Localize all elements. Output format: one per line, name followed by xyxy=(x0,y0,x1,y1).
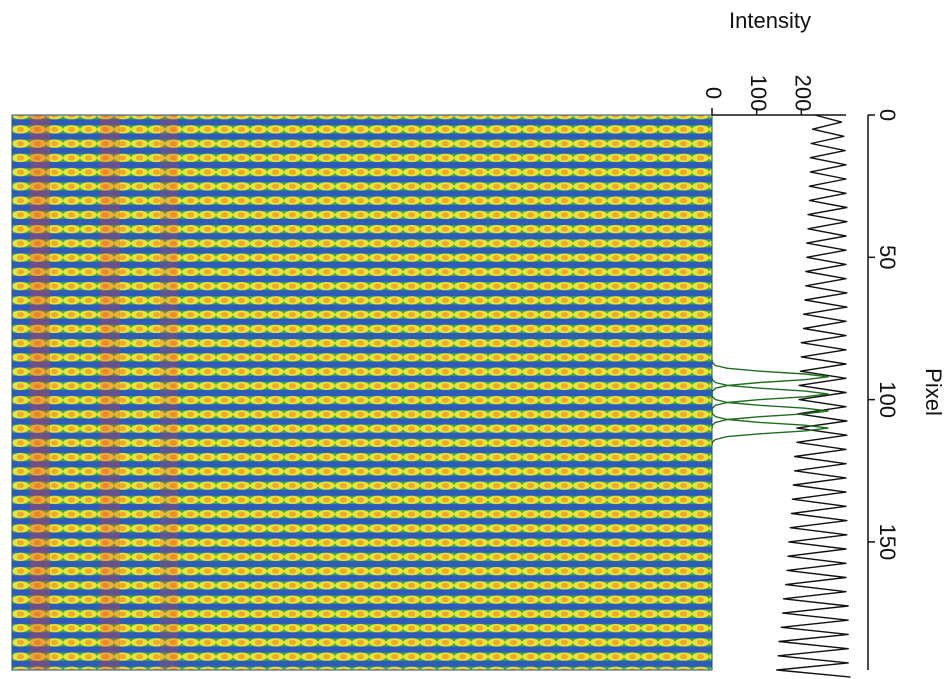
y-tick-label: 100 xyxy=(746,75,771,112)
x-tick-label: 0 xyxy=(875,109,900,121)
y-axis-label: Intensity xyxy=(729,8,811,33)
profile-line xyxy=(711,410,829,446)
x-tick-label: 150 xyxy=(875,524,900,561)
y-tick-label: 0 xyxy=(701,87,726,99)
profile-line xyxy=(711,393,829,429)
x-tick-label: 50 xyxy=(875,245,900,269)
y-tick-label: 200 xyxy=(791,75,816,112)
heatmap xyxy=(11,114,713,671)
profile-line xyxy=(711,376,829,412)
profile-line xyxy=(776,114,851,678)
profile-line xyxy=(711,359,829,394)
x-tick-label: 100 xyxy=(875,381,900,418)
x-axis-label: Pixel xyxy=(921,368,946,416)
